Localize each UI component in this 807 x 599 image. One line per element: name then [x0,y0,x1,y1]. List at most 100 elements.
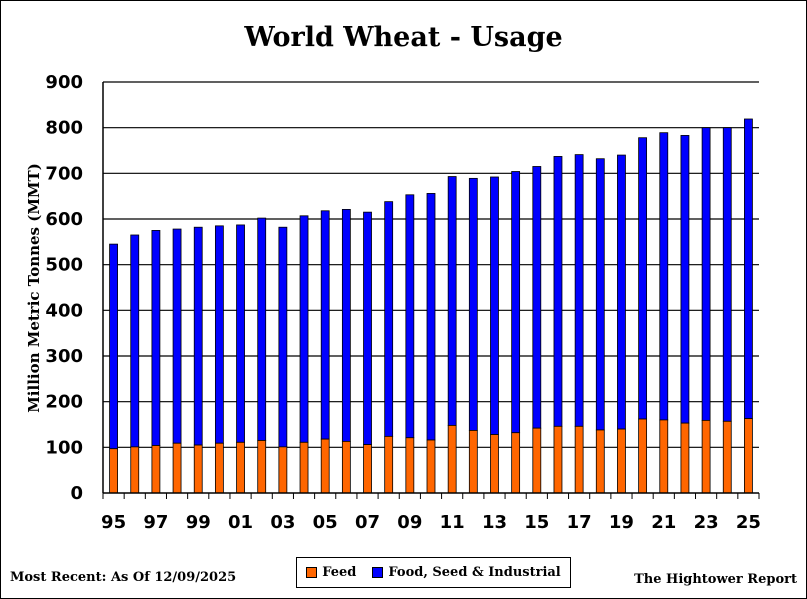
bar-feed-21 [659,419,669,494]
bar-food-seed-industrial-23 [701,127,711,421]
x-tick-label-21: 21 [651,512,676,533]
bar-food-seed-industrial-18 [595,158,605,431]
bar-feed-24 [722,420,732,494]
bar-food-seed-industrial-16 [553,156,563,427]
bar-food-seed-industrial-21 [659,132,669,421]
bar-feed-11 [447,425,457,494]
bar-food-seed-industrial-25 [744,118,753,419]
bar-feed-09 [405,437,415,494]
bar-food-seed-industrial-12 [468,177,478,431]
legend-label-food-seed-industrial: Food, Seed & Industrial [388,565,561,580]
legend-label-feed: Feed [322,565,357,580]
y-tick-label-600: 600 [45,209,83,230]
x-tick-label-25: 25 [736,512,761,533]
bar-food-seed-industrial-06 [341,209,351,442]
x-tick-label-13: 13 [482,512,507,533]
x-tick-label-05: 05 [313,512,338,533]
x-tick-label-95: 95 [101,512,126,533]
x-tick-label-17: 17 [567,512,592,533]
y-tick-label-500: 500 [45,255,83,276]
y-tick-label-400: 400 [45,300,83,321]
bar-food-seed-industrial-09 [405,194,415,439]
bar-food-seed-industrial-03 [278,226,288,448]
bar-food-seed-industrial-95 [109,243,118,450]
bar-food-seed-industrial-02 [257,217,267,441]
bars [109,118,753,494]
legend-entry-food-seed-industrial: Food, Seed & Industrial [372,565,561,580]
bar-feed-08 [384,435,394,494]
y-tick-label-300: 300 [45,346,83,367]
bar-feed-04 [299,441,309,494]
bar-feed-05 [320,438,330,494]
bar-food-seed-industrial-07 [363,211,372,445]
bar-feed-17 [574,425,584,494]
bar-food-seed-industrial-96 [130,234,140,448]
bar-feed-22 [680,422,690,494]
bar-feed-13 [490,434,499,494]
bar-feed-18 [595,429,605,494]
bar-food-seed-industrial-01 [236,224,245,443]
bar-feed-15 [532,427,542,494]
bar-feed-25 [744,418,753,494]
bar-feed-10 [426,439,436,494]
bar-food-seed-industrial-24 [722,127,732,422]
bar-feed-99 [193,444,203,494]
footer-most-recent: Most Recent: As Of 12/09/2025 [10,570,237,585]
bar-food-seed-industrial-98 [172,228,182,444]
bar-feed-16 [553,425,563,494]
bar-food-seed-industrial-00 [214,225,224,444]
x-tick-label-99: 99 [186,512,211,533]
bar-feed-96 [130,446,140,494]
bar-feed-07 [363,444,372,494]
bar-food-seed-industrial-99 [193,226,203,446]
bar-food-seed-industrial-15 [532,166,542,429]
bar-feed-06 [341,440,351,494]
x-tick-label-01: 01 [228,512,253,533]
y-tick-label-900: 900 [45,72,83,93]
x-tick-label-11: 11 [440,512,465,533]
legend-swatch-feed [306,567,318,578]
bar-feed-14 [511,432,521,494]
x-tick-label-09: 09 [397,512,422,533]
y-tick-label-800: 800 [45,118,83,139]
x-tick-label-19: 19 [609,512,634,533]
x-tick-label-15: 15 [524,512,549,533]
bar-feed-01 [236,441,245,494]
bar-feed-00 [214,442,224,494]
bar-food-seed-industrial-05 [320,210,330,440]
legend: Feed Food, Seed & Industrial [296,557,571,588]
axes [102,82,760,499]
bar-food-seed-industrial-19 [617,154,626,430]
bar-food-seed-industrial-08 [384,201,394,437]
bar-feed-20 [638,418,648,494]
bar-feed-19 [617,428,626,494]
y-tick-label-100: 100 [45,437,83,458]
bar-food-seed-industrial-17 [574,154,584,427]
bar-feed-02 [257,440,267,494]
bar-feed-23 [701,419,711,494]
x-tick-label-07: 07 [355,512,380,533]
chart-title: World Wheat - Usage [244,22,563,53]
bar-feed-95 [109,448,118,494]
bar-food-seed-industrial-10 [426,193,436,441]
x-tick-label-97: 97 [143,512,168,533]
tick-labels: 0 100 200 300 400 500 600 700 800 900 95 97 99 01 03 05… [45,72,761,533]
bar-feed-03 [278,446,288,494]
bar-food-seed-industrial-97 [151,230,161,446]
bar-food-seed-industrial-11 [447,176,457,426]
x-tick-label-23: 23 [694,512,719,533]
bar-food-seed-industrial-04 [299,215,309,443]
y-tick-label-200: 200 [45,392,83,413]
legend-swatch-food-seed-industrial [372,567,384,578]
bar-food-seed-industrial-22 [680,135,690,424]
bar-feed-12 [468,430,478,494]
y-tick-label-0: 0 [70,483,83,504]
bar-food-seed-industrial-14 [511,171,521,434]
legend-entry-feed: Feed [306,565,356,580]
bar-feed-98 [172,442,182,494]
bar-food-seed-industrial-20 [638,137,648,420]
bar-food-seed-industrial-13 [490,176,499,435]
x-tick-label-03: 03 [270,512,295,533]
y-tick-label-700: 700 [45,163,83,184]
